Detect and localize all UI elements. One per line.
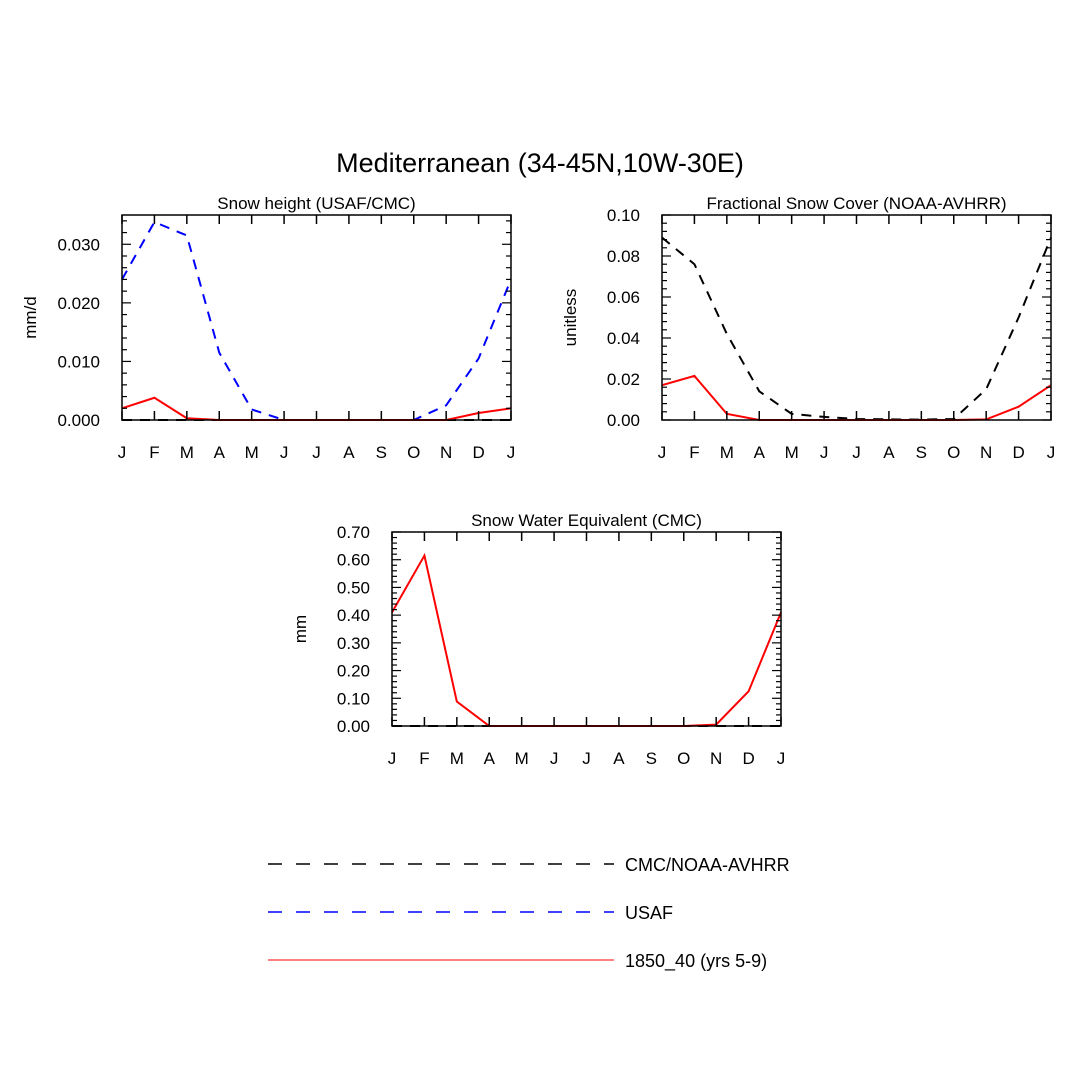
y-tick-label: 0.02 — [607, 370, 640, 389]
x-tick-label: S — [916, 443, 927, 462]
y-tick-label: 0.030 — [57, 235, 100, 254]
x-tick-label: J — [312, 443, 321, 462]
plot-frame — [121, 214, 512, 421]
y-tick-label: 0.20 — [337, 662, 370, 681]
x-tick-label: D — [1012, 443, 1024, 462]
legend-label: USAF — [625, 903, 673, 923]
plot-frame — [391, 531, 782, 727]
x-tick-label: A — [343, 443, 355, 462]
x-tick-label: O — [677, 749, 690, 768]
y-tick-label: 0.04 — [607, 329, 640, 348]
y-tick-label: 0.40 — [337, 606, 370, 625]
x-tick-label: F — [419, 749, 429, 768]
x-tick-label: J — [550, 749, 559, 768]
x-tick-label: J — [1047, 443, 1056, 462]
y-tick-label: 0.08 — [607, 247, 640, 266]
legend: CMC/NOAA-AVHRR USAF 1850_40 (yrs 5-9) — [268, 855, 790, 972]
legend-label: 1850_40 (yrs 5-9) — [625, 951, 767, 972]
x-tick-label: N — [710, 749, 722, 768]
x-tick-label: F — [689, 443, 699, 462]
y-tick-label: 0.70 — [337, 523, 370, 542]
x-tick-label: J — [852, 443, 861, 462]
panel-title: Snow height (USAF/CMC) — [217, 194, 415, 213]
series-line-cmc-noaa-avhrr — [661, 236, 1052, 421]
x-tick-label: J — [280, 443, 289, 462]
panel-title: Snow Water Equivalent (CMC) — [471, 511, 702, 530]
y-axis-label: unitless — [561, 289, 580, 347]
y-tick-label: 0.010 — [57, 352, 100, 371]
y-tick-label: 0.10 — [607, 206, 640, 225]
chart-panel-1: Snow height (USAF/CMC)mm/dJ F M A M J J A S O N D J0… — [21, 194, 515, 462]
x-tick-label: D — [472, 443, 484, 462]
chart-panel-3: Snow Water Equivalent (CMC)mmJ F M A M J J A S O N… — [291, 511, 785, 768]
y-tick-label: 0.30 — [337, 634, 370, 653]
x-tick-label: A — [754, 443, 766, 462]
x-tick-label: M — [450, 749, 464, 768]
legend-label: CMC/NOAA-AVHRR — [625, 855, 790, 875]
x-tick-label: M — [785, 443, 799, 462]
chart-panels: Snow height (USAF/CMC)mm/dJ F M A M J J A S O N D J0… — [21, 194, 1055, 768]
x-tick-label: F — [149, 443, 159, 462]
x-tick-label: A — [484, 749, 496, 768]
y-tick-label: 0.50 — [337, 578, 370, 597]
y-tick-label: 0.00 — [607, 411, 640, 430]
y-tick-label: 0.00 — [337, 717, 370, 736]
series-line-usaf — [121, 220, 512, 421]
y-tick-label: 0.06 — [607, 288, 640, 307]
y-tick-label: 0.020 — [57, 294, 100, 313]
x-tick-label: M — [180, 443, 194, 462]
plot-frame — [661, 214, 1052, 421]
y-tick-label: 0.10 — [337, 689, 370, 708]
x-tick-label: D — [742, 749, 754, 768]
x-tick-label: N — [440, 443, 452, 462]
y-axis-label: mm/d — [21, 296, 40, 339]
x-tick-label: S — [376, 443, 387, 462]
x-tick-label: M — [720, 443, 734, 462]
x-tick-label: A — [883, 443, 895, 462]
x-tick-label: N — [980, 443, 992, 462]
x-tick-label: S — [646, 749, 657, 768]
chart-panel-2: Fractional Snow Cover (NOAA-AVHRR) unitle… — [561, 194, 1055, 462]
x-tick-label: J — [777, 749, 786, 768]
panel-title: Fractional Snow Cover (NOAA-AVHRR) — [706, 194, 1006, 213]
x-tick-label: A — [613, 749, 625, 768]
x-tick-label: O — [947, 443, 960, 462]
x-tick-label: J — [507, 443, 516, 462]
x-tick-label: J — [820, 443, 829, 462]
x-tick-label: A — [214, 443, 226, 462]
x-tick-label: J — [658, 443, 667, 462]
x-tick-label: J — [388, 749, 397, 768]
series-line-1850-40-yrs-5-9- — [391, 552, 782, 727]
y-axis-label: mm — [291, 615, 310, 643]
figure-title: Mediterranean (34-45N,10W-30E) — [336, 148, 744, 178]
x-tick-label: M — [515, 749, 529, 768]
y-tick-label: 0.000 — [57, 411, 100, 430]
x-tick-label: J — [582, 749, 591, 768]
x-tick-label: M — [245, 443, 259, 462]
y-tick-label: 0.60 — [337, 551, 370, 570]
x-tick-label: O — [407, 443, 420, 462]
x-tick-label: J — [118, 443, 127, 462]
